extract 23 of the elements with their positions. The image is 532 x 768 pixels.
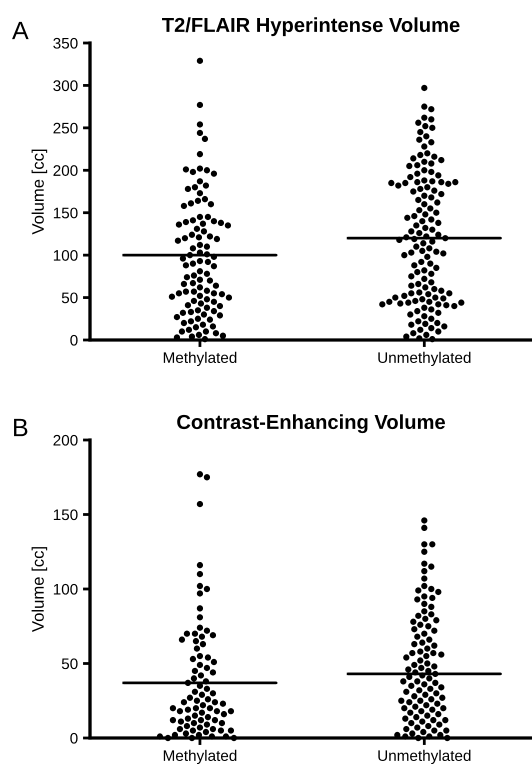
x-tick-label: Unmethylated bbox=[378, 352, 470, 366]
x-tick-label: Methylated bbox=[164, 750, 236, 764]
y-tick-label: 0 bbox=[70, 334, 78, 346]
text: B bbox=[14, 418, 28, 436]
y-axis-title: Volume [cc] bbox=[32, 150, 48, 234]
y-tick-label: 100 bbox=[54, 250, 78, 261]
y-tick-label: 0 bbox=[70, 732, 78, 744]
y-tick-label: 50 bbox=[62, 658, 78, 670]
y-axis-title: Volume [cc] bbox=[32, 547, 48, 632]
text: A bbox=[12, 22, 29, 40]
chart-title: Contrast-Enhancing Volume bbox=[177, 414, 445, 434]
y-tick-label: 300 bbox=[53, 80, 78, 92]
chart-title: T2/FLAIR Hyperintense Volume bbox=[162, 17, 460, 36]
x-tick-label: Unmethylated bbox=[378, 750, 470, 764]
y-tick-label: 150 bbox=[54, 509, 78, 520]
y-tick-label: 250 bbox=[53, 122, 78, 134]
x-tick-label: Methylated bbox=[164, 352, 236, 366]
y-tick-label: 350 bbox=[53, 38, 78, 49]
y-tick-label: 100 bbox=[54, 584, 78, 595]
y-tick-label: 200 bbox=[53, 434, 78, 446]
y-tick-label: 200 bbox=[53, 165, 78, 176]
y-tick-label: 50 bbox=[62, 292, 78, 304]
y-tick-label: 150 bbox=[54, 208, 78, 218]
